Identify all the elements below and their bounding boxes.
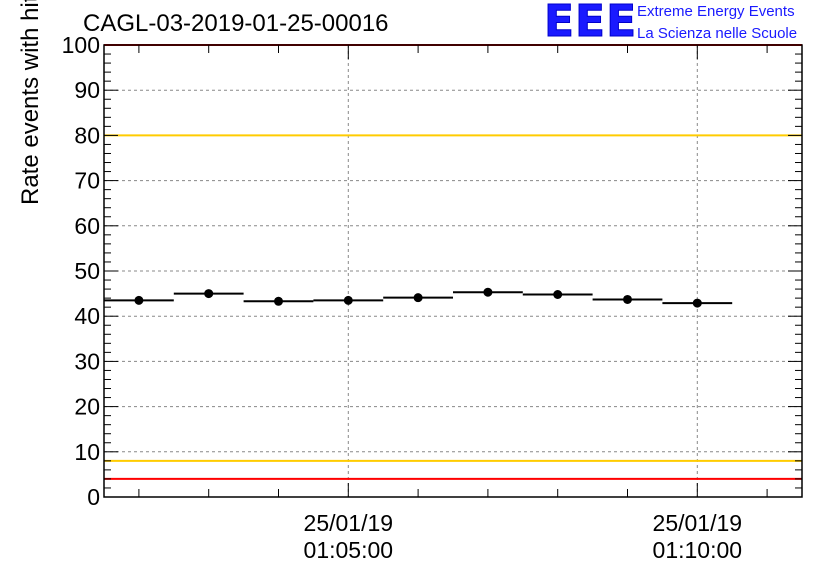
y-tick-label: 30: [74, 348, 100, 374]
logo-line-1: Extreme Energy Events: [637, 3, 795, 20]
y-tick-label: 80: [74, 122, 100, 148]
data-point: [483, 287, 493, 297]
data-point: [274, 296, 283, 306]
data-point: [343, 295, 353, 305]
y-tick-label: 40: [74, 303, 100, 329]
y-tick-label: 90: [74, 77, 100, 103]
y-tick-label: 70: [74, 168, 100, 194]
x-tick-label-date: 25/01/19: [653, 510, 743, 536]
y-tick-label: 20: [74, 394, 100, 420]
chart-title: CAGL-03-2019-01-25-00016: [83, 10, 389, 37]
x-tick-label-date: 25/01/19: [304, 510, 394, 536]
data-point: [204, 289, 214, 299]
data-point: [134, 295, 144, 305]
y-tick-label: 60: [74, 213, 100, 239]
eee-logo: EEE: [543, 0, 638, 47]
y-tick-label: 50: [74, 258, 100, 284]
y-tick-label: 0: [87, 484, 100, 510]
data-point: [413, 293, 423, 303]
data-point: [553, 290, 563, 300]
data-point: [623, 294, 632, 304]
logo-line-2: La Scienza nelle Scuole: [637, 25, 798, 42]
x-tick-label-time: 01:10:00: [653, 537, 743, 563]
y-tick-label: 100: [62, 32, 100, 58]
x-tick-label-time: 01:05:00: [304, 537, 394, 563]
y-tick-label: 10: [74, 439, 100, 465]
data-point: [692, 298, 702, 308]
